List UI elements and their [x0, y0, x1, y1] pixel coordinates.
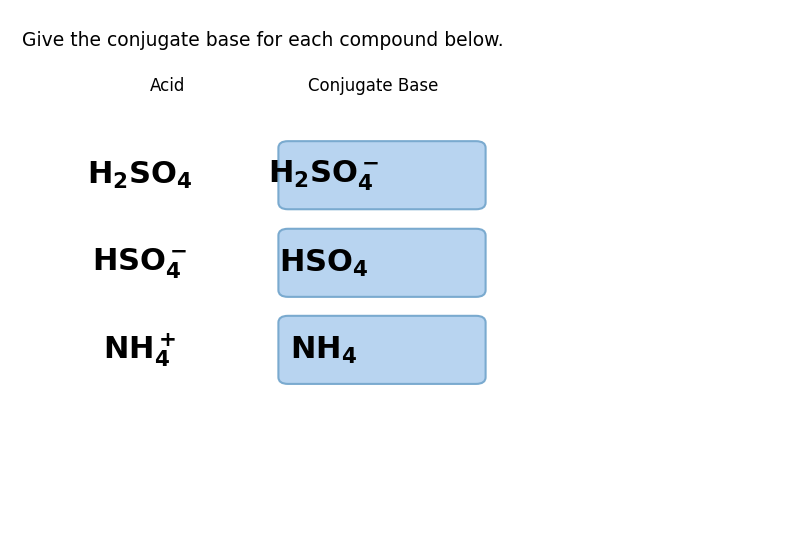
Text: $\mathbf{H_2SO_4^-}$: $\mathbf{H_2SO_4^-}$ [268, 158, 380, 193]
Text: $\mathbf{HSO_4}$: $\mathbf{HSO_4}$ [279, 248, 369, 280]
Text: $\mathbf{HSO_4^-}$: $\mathbf{HSO_4^-}$ [92, 247, 188, 281]
Text: Conjugate Base: Conjugate Base [308, 78, 438, 95]
Text: $\mathbf{NH_4^+}$: $\mathbf{NH_4^+}$ [103, 331, 177, 369]
FancyBboxPatch shape [278, 141, 486, 209]
Text: Give the conjugate base for each compound below.: Give the conjugate base for each compoun… [22, 31, 503, 50]
FancyBboxPatch shape [278, 316, 486, 384]
FancyBboxPatch shape [278, 229, 486, 297]
Text: $\mathbf{NH_4}$: $\mathbf{NH_4}$ [290, 335, 358, 366]
Text: Acid: Acid [150, 78, 186, 95]
Text: $\mathbf{H_2SO_4}$: $\mathbf{H_2SO_4}$ [87, 160, 193, 191]
